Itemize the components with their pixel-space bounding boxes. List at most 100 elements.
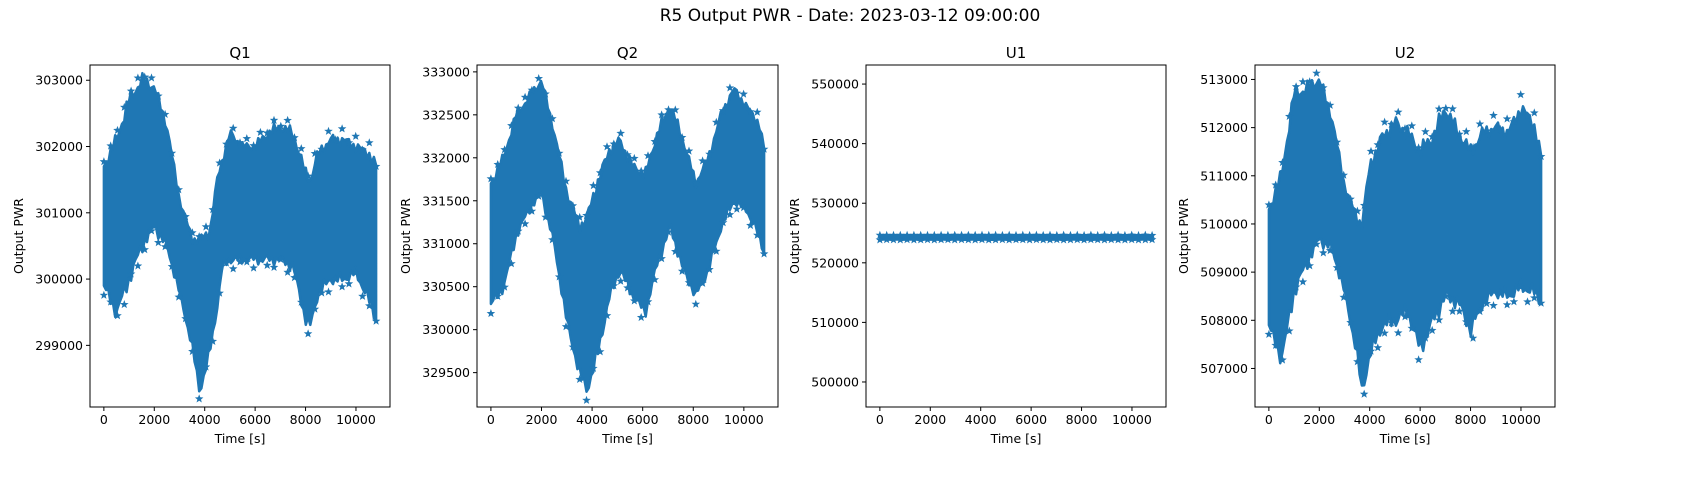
data-point-star bbox=[1113, 230, 1123, 239]
data-point-star bbox=[1482, 126, 1491, 135]
y-tick-label: 510000 bbox=[811, 315, 859, 330]
data-point-star bbox=[1373, 343, 1383, 352]
data-point-star bbox=[120, 300, 129, 309]
axes-frame bbox=[89, 64, 391, 408]
axes-frame bbox=[865, 64, 1167, 408]
data-point-star bbox=[1271, 340, 1280, 349]
data-point-star bbox=[520, 92, 530, 101]
x-tick-label: 10000 bbox=[1501, 412, 1541, 427]
data-point-star bbox=[595, 168, 605, 177]
y-tick-label: 509000 bbox=[1200, 265, 1248, 280]
data-point-star bbox=[520, 219, 530, 228]
data-point-star bbox=[276, 121, 286, 130]
data-point-star bbox=[902, 230, 912, 239]
data-point-star bbox=[1496, 124, 1505, 133]
y-tick-label: 530000 bbox=[811, 196, 859, 211]
data-point-star bbox=[1475, 306, 1485, 316]
x-tick-label: 8000 bbox=[677, 412, 709, 427]
panel-title: U2 bbox=[1395, 44, 1416, 62]
data-point-star bbox=[1086, 230, 1096, 239]
data-point-star bbox=[242, 134, 252, 143]
data-point-star bbox=[188, 228, 197, 237]
data-point-star bbox=[623, 150, 632, 159]
data-point-star bbox=[984, 230, 994, 239]
data-point-star bbox=[957, 230, 966, 239]
data-point-star bbox=[1032, 235, 1041, 244]
data-point-star bbox=[527, 206, 537, 215]
y-axis-label: Output PWR bbox=[787, 198, 802, 274]
y-axis-label: Output PWR bbox=[398, 198, 413, 274]
data-point-star bbox=[1496, 289, 1505, 298]
data-point-star bbox=[1100, 235, 1109, 244]
data-point-star bbox=[1502, 114, 1512, 123]
data-point-star bbox=[1025, 235, 1034, 244]
data-point-star bbox=[1079, 235, 1089, 244]
data-point-star bbox=[188, 346, 197, 356]
data-point-star bbox=[746, 107, 755, 116]
data-point-star bbox=[1387, 119, 1396, 128]
data-point-star bbox=[950, 230, 959, 239]
data-point-star bbox=[1264, 200, 1274, 209]
data-point-star bbox=[1079, 230, 1089, 239]
data-point-star bbox=[167, 148, 177, 157]
data-point-star bbox=[957, 235, 966, 244]
y-tick-label: 330000 bbox=[422, 322, 470, 337]
data-point-star bbox=[317, 144, 326, 153]
data-point-star bbox=[943, 235, 953, 244]
data-point-star bbox=[249, 141, 258, 150]
data-point-star bbox=[1455, 306, 1464, 315]
data-point-star bbox=[1502, 300, 1512, 309]
data-point-star bbox=[1319, 83, 1328, 92]
y-tick-label: 540000 bbox=[811, 136, 859, 151]
data-point-star bbox=[486, 309, 496, 318]
y-tick-label: 329500 bbox=[422, 365, 470, 380]
data-point-star bbox=[1147, 235, 1157, 244]
data-point-star bbox=[215, 158, 224, 167]
data-point-star bbox=[201, 362, 211, 371]
data-point-star bbox=[984, 235, 994, 244]
data-point-star bbox=[1407, 323, 1417, 332]
data-point-star bbox=[1448, 306, 1457, 315]
data-point-star bbox=[99, 157, 109, 166]
data-point-star bbox=[324, 126, 333, 135]
data-point-star bbox=[595, 347, 605, 356]
data-point-star bbox=[964, 235, 973, 244]
data-point-star bbox=[923, 230, 932, 239]
data-point-star bbox=[950, 235, 959, 244]
data-point-star bbox=[582, 211, 591, 220]
data-point-star bbox=[133, 261, 143, 270]
data-point-star bbox=[623, 283, 632, 292]
data-point-star bbox=[106, 141, 115, 150]
data-point-star bbox=[1421, 127, 1430, 136]
data-point-star bbox=[167, 262, 177, 271]
data-point-star bbox=[1107, 235, 1116, 244]
data-point-star bbox=[256, 127, 265, 136]
x-tick-label: 8000 bbox=[1455, 412, 1487, 427]
data-point-star bbox=[1536, 152, 1546, 161]
data-point-star bbox=[1285, 111, 1294, 120]
x-tick-label: 10000 bbox=[724, 412, 764, 427]
data-point-star bbox=[486, 174, 496, 183]
data-point-star bbox=[1278, 355, 1287, 364]
data-point-star bbox=[269, 115, 279, 124]
data-point-star bbox=[344, 138, 354, 147]
data-point-star bbox=[671, 247, 680, 256]
data-point-star bbox=[916, 235, 925, 244]
data-point-star bbox=[691, 178, 701, 187]
data-point-star bbox=[1052, 235, 1062, 244]
data-point-star bbox=[1004, 230, 1014, 239]
data-point-star bbox=[718, 106, 728, 115]
data-point-star bbox=[1319, 248, 1328, 257]
data-point-star bbox=[896, 230, 905, 239]
data-point-star bbox=[297, 144, 306, 153]
data-series-band bbox=[489, 79, 766, 393]
y-tick-label: 299000 bbox=[35, 338, 83, 353]
y-tick-label: 550000 bbox=[811, 77, 859, 92]
data-point-star bbox=[616, 276, 625, 285]
data-point-star bbox=[1516, 282, 1525, 291]
data-point-star bbox=[147, 226, 156, 235]
data-point-star bbox=[1305, 77, 1314, 86]
data-point-star bbox=[1018, 230, 1028, 239]
data-point-star bbox=[1045, 230, 1055, 239]
x-tick-label: 2000 bbox=[914, 412, 946, 427]
